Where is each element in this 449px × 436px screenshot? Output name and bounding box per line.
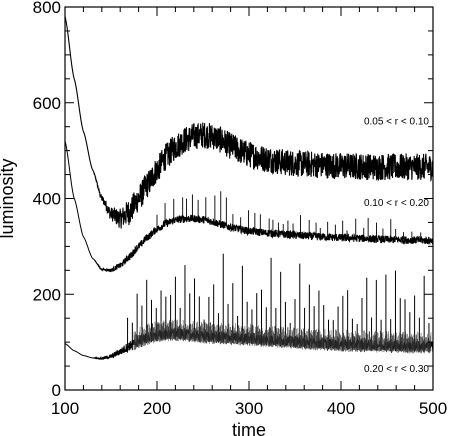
series-annotation-3: 0.20 < r < 0.30 xyxy=(364,364,429,375)
y-axis-label: luminosity xyxy=(0,158,17,238)
y-tick-label: 600 xyxy=(33,94,61,113)
x-tick-label: 500 xyxy=(419,399,447,418)
series-line xyxy=(64,140,434,273)
annotation-layer: 0.05 < r < 0.10 0.10 < r < 0.20 0.20 < r <… xyxy=(364,116,429,375)
x-axis-label: time xyxy=(232,420,266,436)
series-annotation-2: 0.10 < r < 0.20 xyxy=(364,198,429,209)
y-tick-label: 0 xyxy=(52,381,61,400)
series-1 xyxy=(64,16,434,229)
x-tick-label: 200 xyxy=(143,399,171,418)
labels-layer: 100 200 300 400 500 0 200 400 600 800 xyxy=(33,0,448,418)
x-tick-label: 400 xyxy=(327,399,355,418)
y-tick-label: 400 xyxy=(33,190,61,209)
series-layer xyxy=(64,16,434,361)
y-tick-label: 800 xyxy=(33,0,61,17)
x-tick-label: 300 xyxy=(235,399,263,418)
series-annotation-1: 0.05 < r < 0.10 xyxy=(364,116,429,127)
series-line xyxy=(64,16,434,229)
x-tick-label: 100 xyxy=(51,399,79,418)
ticks-layer xyxy=(64,6,434,391)
y-tick-label: 200 xyxy=(33,285,61,304)
series-3 xyxy=(64,253,434,361)
series-2 xyxy=(64,140,434,273)
